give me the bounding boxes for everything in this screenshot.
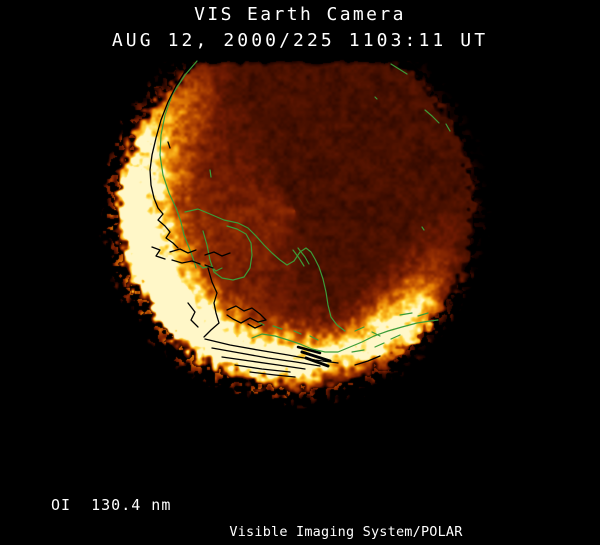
- coastline-dash: [390, 334, 401, 340]
- credits-block: Visible Imaging System/POLAR The Univers…: [110, 490, 582, 545]
- coastline-upper-right-dash: [445, 123, 451, 132]
- coastline-blob: [296, 345, 322, 355]
- wavelength-label: OI 130.4 nm: [51, 496, 172, 514]
- coastline-dash: [374, 342, 385, 348]
- coastline-sliver-a: [292, 249, 305, 267]
- coastline-dash: [371, 331, 381, 337]
- credit-line-1: Visible Imaging System/POLAR: [229, 524, 463, 540]
- coastline-dash: [272, 325, 283, 330]
- coastline-loop: [202, 225, 253, 281]
- coastline-islands: [204, 264, 214, 269]
- coastline-dash: [417, 312, 429, 317]
- coastline-arc-right: [354, 355, 381, 366]
- coastline-south-america-west: [159, 60, 198, 269]
- coastline-bottom-main: [251, 319, 439, 353]
- coastline-antarctic-arc: [204, 338, 339, 364]
- coastline-blob: [304, 356, 330, 368]
- coastline-dot: [374, 96, 378, 100]
- coastline-dash: [293, 330, 302, 335]
- coastline-dot: [421, 226, 425, 231]
- coastline-dash: [309, 335, 319, 341]
- coastline-dash: [257, 321, 265, 326]
- coastline-squiggle: [195, 261, 223, 272]
- coastline-dash: [399, 312, 413, 316]
- image-timestamp: AUG 12, 2000/225 1103:11 UT: [111, 30, 489, 51]
- coastline-antarctic-arc: [221, 356, 306, 370]
- coastline-antarctic-arc: [234, 364, 291, 373]
- image-title: VIS Earth Camera: [194, 4, 406, 25]
- coastline-peninsula: [203, 267, 220, 338]
- coastline-squiggle: [226, 305, 267, 324]
- coastline-upper-right-dash: [390, 63, 408, 75]
- coastline-mid-wavy: [184, 208, 346, 332]
- coastline-squiggle: [187, 302, 199, 328]
- coastline-antarctic-arc: [249, 371, 296, 378]
- coastline-chile-limb: [149, 59, 195, 249]
- coastline-dash: [354, 326, 365, 332]
- coastline-islands: [171, 259, 201, 265]
- coastline-dot: [209, 169, 212, 178]
- coastline-dash: [351, 349, 365, 353]
- coastline-upper-right-dash: [424, 109, 440, 124]
- coastline-islands: [151, 246, 166, 260]
- coastline-antarctic-arc: [211, 347, 321, 367]
- coastline-dash: [167, 141, 171, 149]
- coastline-sliver-b: [297, 247, 310, 265]
- coastlines-night-side: [159, 60, 451, 353]
- coastline-islands: [204, 251, 231, 257]
- coastline-islands: [169, 248, 197, 254]
- coastline-squiggle: [247, 323, 263, 329]
- coastline-blob: [300, 350, 332, 363]
- coastlines-day-side: [149, 59, 381, 378]
